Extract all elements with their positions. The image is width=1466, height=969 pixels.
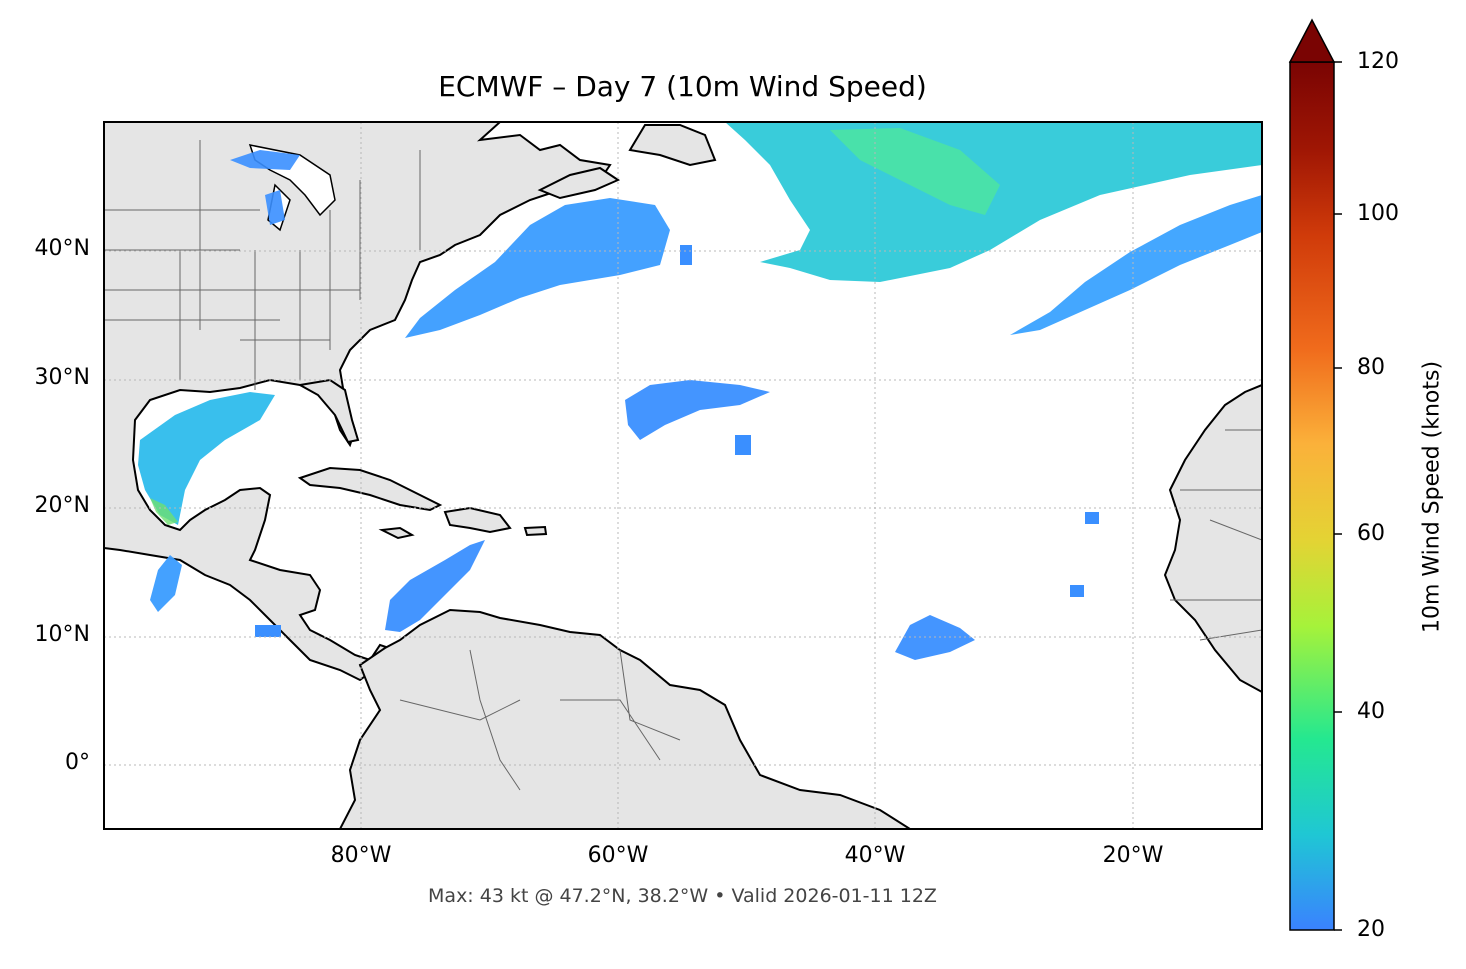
colorbar-tick-label: 120	[1357, 49, 1399, 74]
florida-land	[297, 378, 360, 444]
state-borders	[104, 140, 1262, 791]
scattered-wind-patch	[1085, 512, 1099, 524]
puerto-rico-land	[523, 525, 548, 537]
lon-tick-label: 60°W	[587, 843, 649, 868]
lat-tick-label: 10°N	[34, 622, 90, 647]
north-america-land	[104, 122, 612, 682]
map-frame	[103, 121, 1263, 830]
pacific-mexico-area	[150, 555, 182, 612]
footer-caption: Max: 43 kt @ 47.2°N, 38.2°W • Valid 2026…	[428, 885, 937, 907]
lat-tick-label: 30°N	[34, 365, 90, 390]
lat-tick-label: 0°	[65, 750, 90, 775]
newfoundland-land	[628, 124, 717, 167]
colorbar-tick-label: 100	[1357, 201, 1399, 226]
colorbar-tick-label: 80	[1357, 355, 1385, 380]
africa-land	[1163, 383, 1262, 694]
jet-core-area	[830, 128, 1000, 215]
colorbar-tick-label: 40	[1357, 699, 1385, 724]
colorbar-tick-label: 20	[1357, 917, 1385, 942]
us-east-coast-band-area	[405, 198, 670, 338]
colorbar-extend-arrow	[1288, 18, 1336, 63]
gulf-of-mexico-area	[138, 392, 275, 525]
colorbar-tick-label: 60	[1357, 521, 1385, 546]
north-atlantic-jet-area	[725, 122, 1262, 282]
scattered-wind-patch	[255, 625, 281, 637]
great-lakes-wind-area	[230, 150, 300, 225]
lon-tick-label: 40°W	[844, 843, 906, 868]
south-america-land	[338, 608, 912, 829]
scattered-wind-patch	[1070, 585, 1084, 597]
lon-tick-label: 20°W	[1102, 843, 1164, 868]
hispaniola-land	[443, 506, 512, 534]
lat-tick-label: 40°N	[34, 236, 90, 261]
jamaica-land	[378, 526, 415, 540]
caribbean-trades-area	[385, 540, 485, 632]
lon-tick-label: 80°W	[330, 843, 392, 868]
scattered-wind-patch	[735, 435, 751, 455]
colorbar-gradient	[1289, 61, 1335, 931]
gulf-core-area	[150, 498, 178, 525]
eastern-atlantic-band-area	[1010, 195, 1262, 335]
colorbar-title: 10m Wind Speed (knots)	[1419, 360, 1445, 634]
scattered-wind-patch	[680, 245, 692, 265]
map-panel	[104, 122, 1262, 829]
map-title: ECMWF – Day 7 (10m Wind Speed)	[438, 70, 927, 103]
subtropical-atlantic-area	[625, 380, 770, 440]
lat-tick-label: 20°N	[34, 493, 90, 518]
gridlines	[104, 122, 1262, 829]
colorbar	[1288, 18, 1342, 931]
nova-scotia-land	[537, 166, 621, 200]
